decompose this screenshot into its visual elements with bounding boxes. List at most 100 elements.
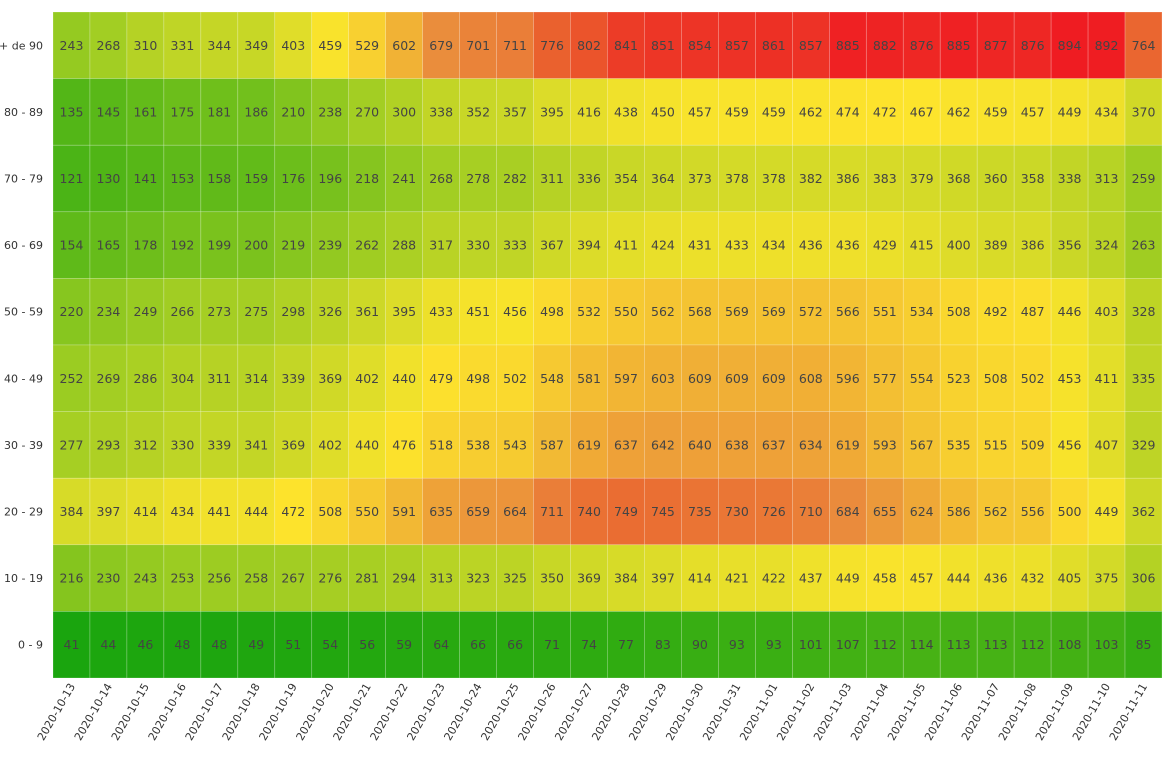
heatmap-cell xyxy=(902,477,941,546)
heatmap-cell xyxy=(385,144,423,213)
cell-value-label: 158 xyxy=(207,171,231,186)
heatmap-cell xyxy=(607,411,645,479)
cell-value-label: 405 xyxy=(1058,571,1082,586)
cell-value-label: 740 xyxy=(577,504,601,519)
cell-value-label: 726 xyxy=(762,504,786,519)
cell-value-label: 556 xyxy=(1021,504,1045,519)
cell-value-label: 876 xyxy=(910,38,934,53)
cell-value-label: 192 xyxy=(170,238,194,253)
heatmap-cell xyxy=(200,78,239,146)
cell-value-label: 857 xyxy=(799,38,823,53)
cell-value-label: 324 xyxy=(1095,238,1119,253)
heatmap-cell xyxy=(237,544,276,612)
heatmap-cell xyxy=(681,611,719,679)
cell-value-label: 596 xyxy=(836,371,860,386)
cell-value-label: 449 xyxy=(1058,104,1082,119)
heatmap-cell xyxy=(976,611,1015,679)
cell-value-label: 253 xyxy=(170,571,194,586)
cell-value-label: 59 xyxy=(396,637,412,652)
cell-value-label: 175 xyxy=(170,104,194,119)
cell-value-label: 498 xyxy=(540,304,564,319)
heatmap-cell xyxy=(1087,411,1126,479)
cell-value-label: 241 xyxy=(392,171,416,186)
cell-value-label: 402 xyxy=(355,371,379,386)
cell-value-label: 642 xyxy=(651,437,675,452)
heatmap-cell xyxy=(348,411,387,479)
cell-value-label: 421 xyxy=(725,571,749,586)
heatmap-cell xyxy=(52,611,91,679)
cell-value-label: 433 xyxy=(429,304,453,319)
heatmap-cell xyxy=(311,11,350,79)
heatmap-cell xyxy=(200,611,239,679)
cell-value-label: 395 xyxy=(392,304,416,319)
cell-value-label: 323 xyxy=(466,571,490,586)
cell-value-label: 48 xyxy=(174,637,190,652)
cell-value-label: 587 xyxy=(540,437,564,452)
cell-value-label: 186 xyxy=(244,104,268,119)
cell-value-label: 273 xyxy=(207,304,231,319)
cell-value-label: 492 xyxy=(984,304,1008,319)
cell-value-label: 548 xyxy=(540,371,564,386)
cell-value-label: 407 xyxy=(1095,437,1119,452)
heatmap-cell xyxy=(755,11,793,79)
x-tick-label: 2020-10-20 xyxy=(294,681,337,743)
y-tick-label: 20 - 29 xyxy=(4,506,43,519)
heatmap-cell xyxy=(385,211,423,279)
cell-value-label: 259 xyxy=(1132,171,1156,186)
heatmap-cell xyxy=(570,611,608,679)
cell-value-label: 243 xyxy=(60,38,84,53)
cell-value-label: 395 xyxy=(540,104,564,119)
heatmap-cell xyxy=(274,144,313,213)
cell-value-label: 459 xyxy=(984,104,1008,119)
cell-value-label: 640 xyxy=(688,437,712,452)
heatmap-cell xyxy=(422,544,460,612)
cell-value-label: 449 xyxy=(836,571,860,586)
cell-value-label: 543 xyxy=(503,437,527,452)
heatmap-cell xyxy=(792,544,830,612)
heatmap-cell xyxy=(718,278,756,346)
cell-value-label: 397 xyxy=(651,571,675,586)
heatmap-cells: 243 268 310 331 344 349 403 459 529 602 679 701 711 7… xyxy=(52,11,1163,679)
cell-value-label: 286 xyxy=(133,371,157,386)
x-tick-label: 2020-10-14 xyxy=(72,681,115,743)
cell-value-label: 438 xyxy=(614,104,638,119)
heatmap-cell xyxy=(385,477,423,546)
cell-value-label: 885 xyxy=(947,38,971,53)
cell-value-label: 312 xyxy=(133,437,157,452)
heatmap-cell xyxy=(52,144,91,213)
heatmap-cell xyxy=(422,477,460,546)
cell-value-label: 267 xyxy=(281,571,305,586)
heatmap-cell xyxy=(755,611,793,679)
cell-value-label: 655 xyxy=(873,504,897,519)
heatmap-cell xyxy=(1050,144,1089,213)
x-tick-label: 2020-10-22 xyxy=(368,681,411,743)
heatmap-cell xyxy=(89,144,128,213)
heatmap-cell xyxy=(865,544,904,612)
cell-value-label: 569 xyxy=(762,304,786,319)
heatmap-cell xyxy=(1050,344,1089,412)
heatmap-cell xyxy=(755,544,793,612)
cell-value-label: 369 xyxy=(318,371,342,386)
cell-value-label: 176 xyxy=(281,171,305,186)
cell-value-label: 313 xyxy=(429,571,453,586)
x-tick-label: 2020-10-31 xyxy=(700,681,743,743)
cell-value-label: 638 xyxy=(725,437,749,452)
cell-value-label: 534 xyxy=(910,304,934,319)
cell-value-label: 219 xyxy=(281,238,305,253)
heatmap-cell xyxy=(644,11,682,79)
cell-value-label: 306 xyxy=(1132,571,1156,586)
heatmap-cell xyxy=(755,78,793,146)
heatmap-cell xyxy=(644,544,682,612)
y-tick-label: 0 - 9 xyxy=(18,639,43,652)
heatmap-cell xyxy=(237,344,276,412)
heatmap-cell xyxy=(976,544,1015,612)
cell-value-label: 101 xyxy=(799,637,823,652)
cell-value-label: 745 xyxy=(651,504,675,519)
x-tick-label: 2020-10-26 xyxy=(515,681,558,743)
cell-value-label: 145 xyxy=(97,104,121,119)
cell-value-label: 400 xyxy=(947,238,971,253)
heatmap-cell xyxy=(902,544,941,612)
heatmap-cell xyxy=(1013,11,1052,79)
cell-value-label: 386 xyxy=(836,171,860,186)
